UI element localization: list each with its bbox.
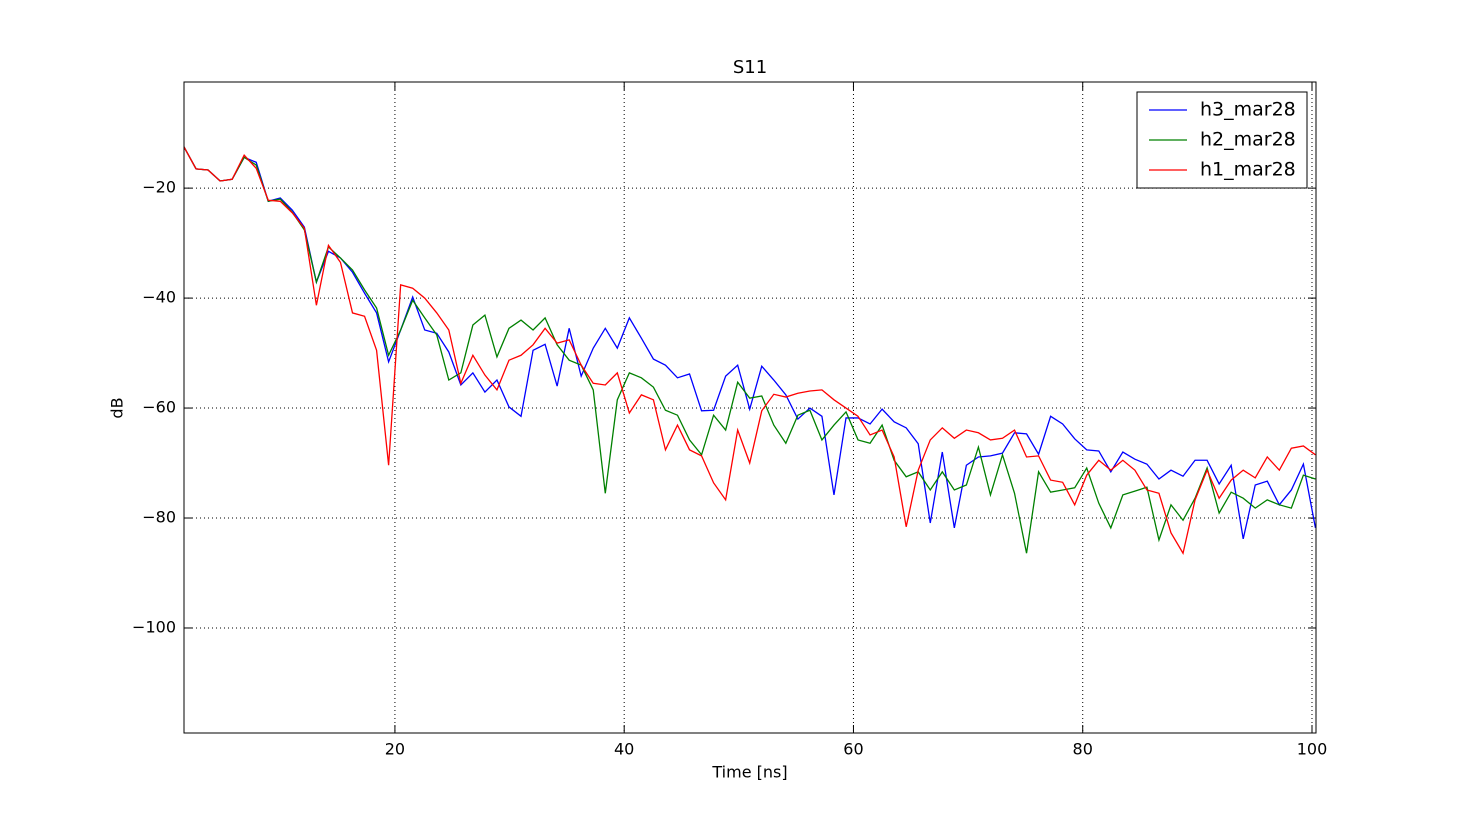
series-line <box>184 146 1316 554</box>
x-tick-label: 100 <box>1297 740 1328 759</box>
y-tick-label: −60 <box>142 398 176 417</box>
x-tick-label: 40 <box>614 740 634 759</box>
plot-frame <box>183 81 1317 734</box>
series-line <box>184 146 1316 540</box>
y-tick-label: −100 <box>132 617 176 636</box>
legend-label: h2_mar28 <box>1200 129 1296 151</box>
chart-title: S11 <box>733 57 767 78</box>
x-tick-label: 60 <box>843 740 863 759</box>
x-tick-label: 80 <box>1073 740 1093 759</box>
x-axis-label: Time [ns] <box>711 763 787 782</box>
x-tick-label: 20 <box>385 740 405 759</box>
y-axis-label: dB <box>108 397 127 418</box>
y-tick-label: −40 <box>142 288 176 307</box>
legend-label: h1_mar28 <box>1200 159 1296 181</box>
series-line <box>184 146 1316 555</box>
y-tick-label: −80 <box>142 508 176 527</box>
y-tick-label: −20 <box>142 178 176 197</box>
legend-label: h3_mar28 <box>1200 99 1296 121</box>
